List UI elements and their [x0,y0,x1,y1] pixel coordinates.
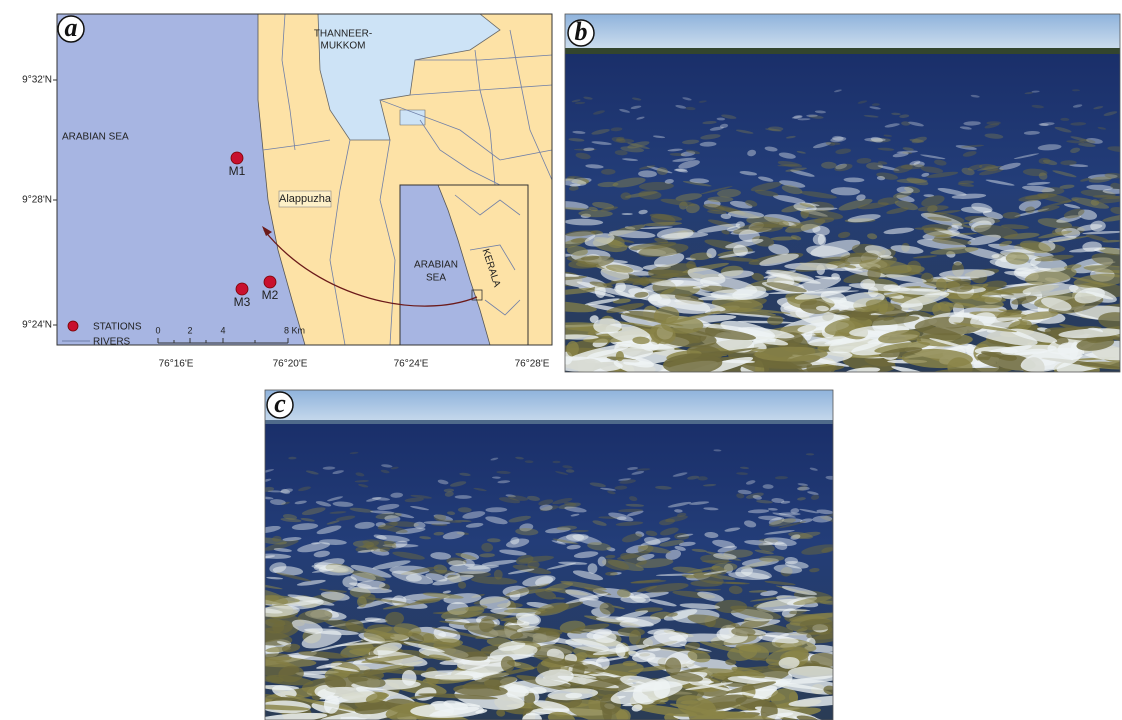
longitude-axis: 76°16'E 76°20'E 76°24'E 76°28'E [159,359,550,370]
legend-station-marker [68,321,78,331]
scale-label: 4 [220,325,225,335]
lon-label: 76°28'E [515,359,550,370]
legend-label: RIVERS [93,337,131,348]
map [57,14,552,345]
lon-label: 76°24'E [394,359,429,370]
body: THANNEER- MUKKOM ARABIAN SEA Alappuzha A… [0,0,1122,720]
latitude-axis: 9°32'N 9°28'N 9°24'N [22,75,57,331]
lagoon-label: MUKKOM [321,41,366,52]
station-marker [264,276,276,288]
station-label: M1 [229,164,246,178]
station-marker [236,283,248,295]
photo [530,14,1122,385]
legend-label: STATIONS [93,322,142,333]
foam [552,461,560,464]
lat-label: 9°24'N [22,320,52,331]
lon-label: 76°16'E [159,359,194,370]
scale-label: 8 Km [284,325,305,335]
panel-label: b [575,17,588,46]
scale-label: 2 [187,325,192,335]
panel-label: c [274,389,286,418]
shoreline [565,48,1120,54]
station-label: M2 [262,288,279,302]
station-marker [231,152,243,164]
town-label: Alappuzha [279,193,332,205]
scale-label: 0 [155,325,160,335]
photo [231,390,866,720]
panel-label: a [65,13,78,42]
lagoon-label: THANNEER- [314,29,372,40]
lon-label: 76°20'E [273,359,308,370]
foam [621,213,632,215]
page: Figure {"map": {"panel_label": "a", "lag… [0,0,1122,720]
lat-label: 9°28'N [22,195,52,206]
horizon [265,420,833,424]
station-label: M3 [234,295,251,309]
sea-label: ARABIAN SEA [62,132,129,143]
figure: THANNEER- MUKKOM ARABIAN SEA Alappuzha A… [0,0,1122,720]
inset-sea-label: ARABIAN [414,260,458,271]
lat-label: 9°32'N [22,75,52,86]
inset-sea-label: SEA [426,273,446,284]
